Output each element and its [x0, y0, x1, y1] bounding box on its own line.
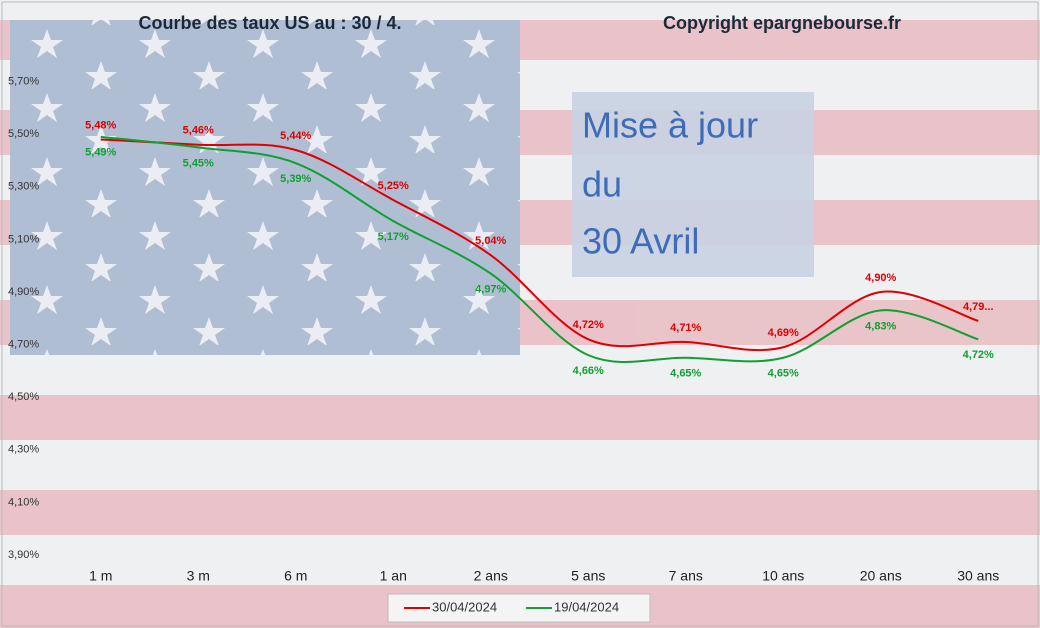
y-tick-label: 5,10%	[8, 233, 39, 245]
value-label: 5,48%	[85, 119, 116, 131]
x-tick-label: 30 ans	[957, 568, 999, 584]
value-label: 4,90%	[865, 272, 896, 284]
value-label: 4,79...	[963, 301, 994, 313]
annotation: du	[582, 164, 622, 205]
value-label: 5,46%	[183, 125, 214, 137]
value-label: 4,65%	[670, 368, 701, 380]
x-tick-label: 10 ans	[762, 568, 804, 584]
y-tick-label: 5,50%	[8, 128, 39, 140]
legend-label: 30/04/2024	[432, 599, 497, 614]
annotation: Mise à jour	[582, 105, 758, 146]
legend-label: 19/04/2024	[554, 599, 619, 614]
value-label: 5,04%	[475, 235, 506, 247]
value-label: 4,65%	[768, 368, 799, 380]
y-tick-label: 5,70%	[8, 76, 39, 88]
value-label: 5,49%	[85, 147, 116, 159]
value-label: 5,45%	[183, 157, 214, 169]
y-tick-label: 5,30%	[8, 181, 39, 193]
y-tick-label: 4,70%	[8, 339, 39, 351]
value-label: 4,97%	[475, 283, 506, 295]
x-tick-label: 7 ans	[669, 568, 703, 584]
x-tick-label: 5 ans	[571, 568, 605, 584]
x-tick-label: 2 ans	[474, 568, 508, 584]
annotation: 30 Avril	[582, 221, 699, 262]
series-line	[100, 135, 979, 363]
x-tick-label: 20 ans	[860, 568, 902, 584]
value-label: 4,71%	[670, 322, 701, 334]
value-label: 5,44%	[280, 130, 311, 142]
legend	[387, 593, 651, 623]
y-tick-label: 3,90%	[8, 549, 39, 561]
x-tick-label: 3 m	[187, 568, 210, 584]
x-tick-label: 6 m	[284, 568, 307, 584]
value-label: 4,72%	[963, 349, 994, 361]
y-tick-label: 4,10%	[8, 496, 39, 508]
value-label: 5,17%	[378, 231, 409, 243]
y-tick-label: 4,50%	[8, 391, 39, 403]
value-label: 4,83%	[865, 320, 896, 332]
value-label: 4,69%	[768, 327, 799, 339]
value-label: 4,66%	[573, 365, 604, 377]
value-label: 4,72%	[573, 319, 604, 331]
x-tick-label: 1 an	[380, 568, 407, 584]
x-tick-label: 1 m	[89, 568, 112, 584]
value-label: 5,39%	[280, 173, 311, 185]
y-tick-label: 4,30%	[8, 444, 39, 456]
series-line	[100, 138, 979, 352]
annotation-box	[572, 92, 814, 277]
value-label: 5,25%	[378, 180, 409, 192]
y-tick-label: 4,90%	[8, 286, 39, 298]
copyright: Copyright epargnebourse.fr	[663, 13, 901, 33]
chart-title: Courbe des taux US au : 30 / 4.	[138, 13, 401, 33]
